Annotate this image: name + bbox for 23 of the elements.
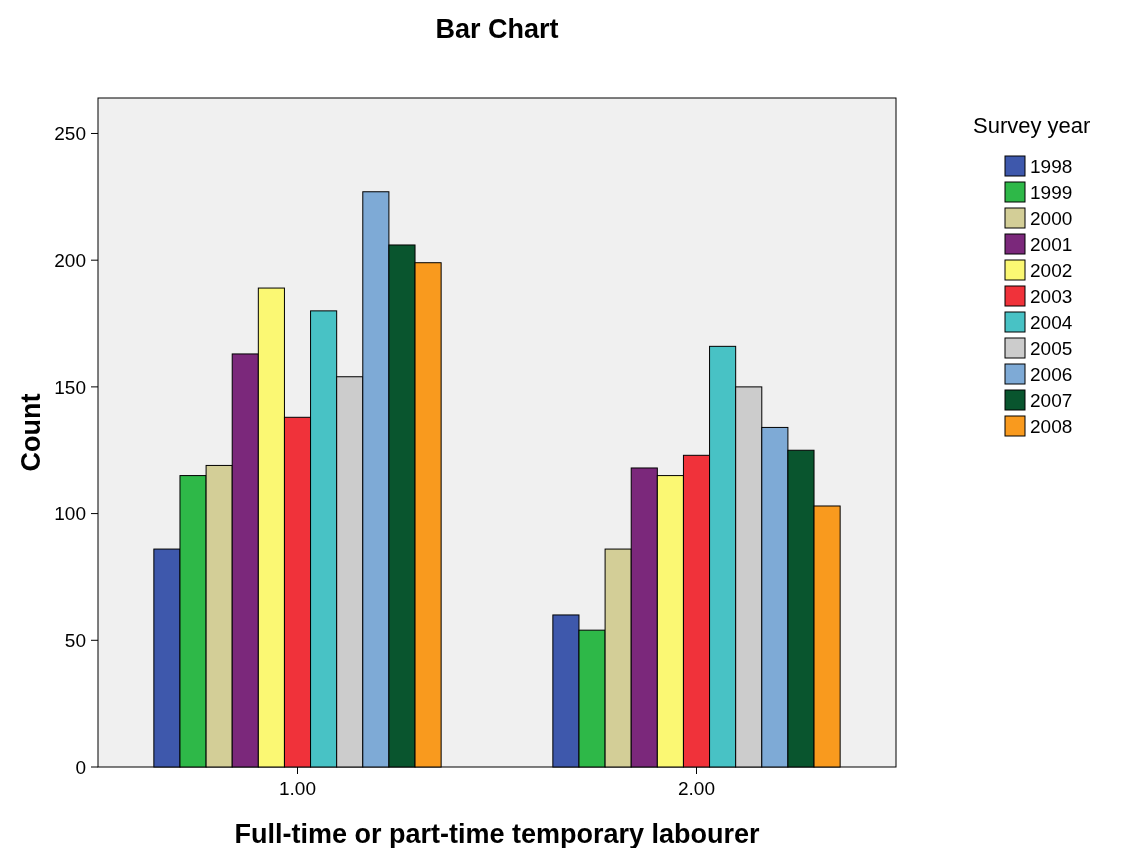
legend-label: 2007 [1030,390,1073,411]
legend-label: 1999 [1030,182,1073,203]
y-tick-label: 250 [54,123,86,145]
y-tick-label: 0 [75,756,86,778]
x-axis-title: Full-time or part-time temporary labourer [234,819,761,849]
x-tick-label: 2.00 [678,778,715,799]
legend-title: Survey year [973,113,1091,138]
legend-label: 2004 [1030,312,1073,333]
chart-title: Bar Chart [435,14,559,44]
legend-label: 1998 [1030,156,1073,177]
legend-label: 2000 [1030,208,1073,229]
legend-label: 2008 [1030,416,1073,437]
legend-label: 2005 [1030,338,1073,359]
y-tick-label: 50 [64,629,86,651]
y-tick-label: 150 [54,376,86,398]
y-axis-title: Count [16,393,46,472]
legend-label: 2006 [1030,364,1073,385]
x-tick-label: 1.00 [279,778,316,799]
legend-label: 2001 [1030,234,1073,255]
y-tick-label: 100 [54,503,86,525]
legend-label: 2002 [1030,260,1073,281]
y-tick-label: 200 [54,249,86,271]
legend-label: 2003 [1030,286,1073,307]
